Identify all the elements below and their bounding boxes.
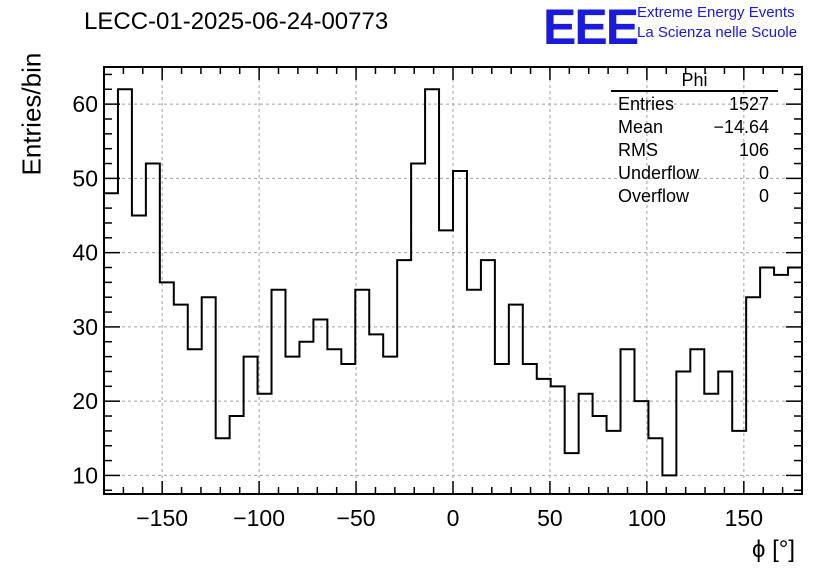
x-tick-label: 100 <box>628 505 666 531</box>
stats-row-value: −14.64 <box>713 117 769 137</box>
stats-row-value: 0 <box>759 163 769 183</box>
stats-box: Phi Entries 1527 Mean −14.64 RMS 106 Underflow 0… <box>611 70 778 206</box>
axes: −150 −100 −50 0 50 100 150 10 20 30 40 50 60 <box>72 66 803 531</box>
y-tick-label: 60 <box>72 91 98 117</box>
y-tick-label: 10 <box>72 462 98 488</box>
stats-row-label: Mean <box>618 117 663 137</box>
x-tick-label: 0 <box>447 505 460 531</box>
histogram-step-line <box>104 88 802 477</box>
stats-row-value: 1527 <box>729 94 769 114</box>
y-tick-label: 30 <box>72 314 98 340</box>
y-tick-label: 50 <box>72 165 98 191</box>
y-axis-label: Entries/bin <box>16 52 47 176</box>
logo-text-line2: La Scienza nelle Scuole <box>637 24 798 41</box>
grid-lines <box>104 67 802 494</box>
stats-row-label: Underflow <box>618 163 700 183</box>
x-tick-label: 50 <box>537 505 563 531</box>
stats-row-value: 106 <box>739 140 769 160</box>
histogram-series <box>104 88 802 477</box>
y-tick-label: 40 <box>72 240 98 266</box>
x-tick-label: −100 <box>233 505 285 531</box>
stats-row-label: RMS <box>618 140 658 160</box>
x-axis-label: ϕ [°] <box>752 536 796 563</box>
y-tick-label: 20 <box>72 388 98 414</box>
x-tick-label: −50 <box>337 505 376 531</box>
chart-title: LECC-01-2025-06-24-00773 <box>84 8 389 35</box>
x-tick-label: −150 <box>136 505 188 531</box>
stats-row-value: 0 <box>759 186 769 206</box>
stats-row-label: Overflow <box>618 186 690 206</box>
stats-box-title: Phi <box>681 70 707 90</box>
stats-row-label: Entries <box>618 94 674 114</box>
eee-logo-mark: EEE <box>543 0 639 55</box>
x-tick-label: 150 <box>725 505 763 531</box>
logo-text-line1: Extreme Energy Events <box>637 4 795 21</box>
